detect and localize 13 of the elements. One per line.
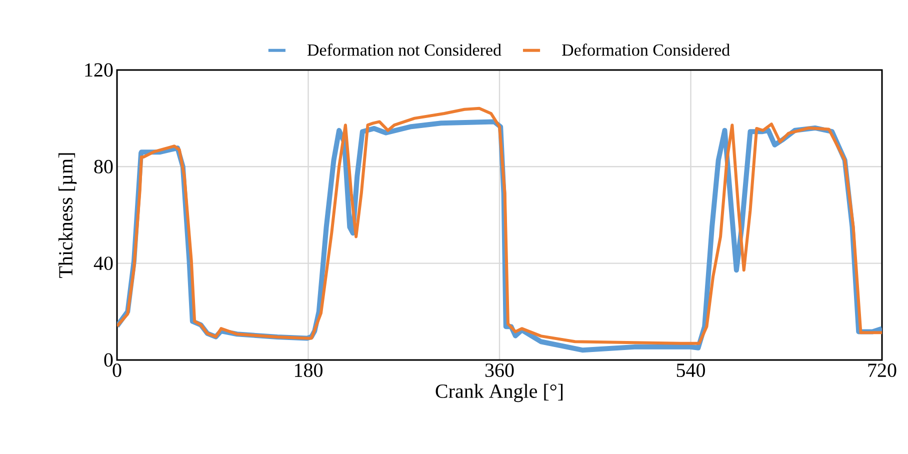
y-tick-label: 80 xyxy=(94,160,113,174)
y-tick-label: 40 xyxy=(94,256,113,270)
x-axis-title: Crank Angle [°] xyxy=(436,384,563,402)
x-tick-label: 180 xyxy=(295,364,322,378)
legend-label: Deformation not Considered xyxy=(307,44,502,56)
x-tick-label: 0 xyxy=(112,364,122,378)
legend-label: Deformation Considered xyxy=(562,44,730,56)
y-axis-title: Thickness [µm] xyxy=(58,153,77,278)
x-tick-label: 720 xyxy=(868,364,896,378)
y-tick-label: 0 xyxy=(104,353,113,367)
x-tick-label: 360 xyxy=(485,364,514,378)
y-tick-label: 120 xyxy=(85,63,113,77)
x-tick-label: 540 xyxy=(676,364,705,378)
